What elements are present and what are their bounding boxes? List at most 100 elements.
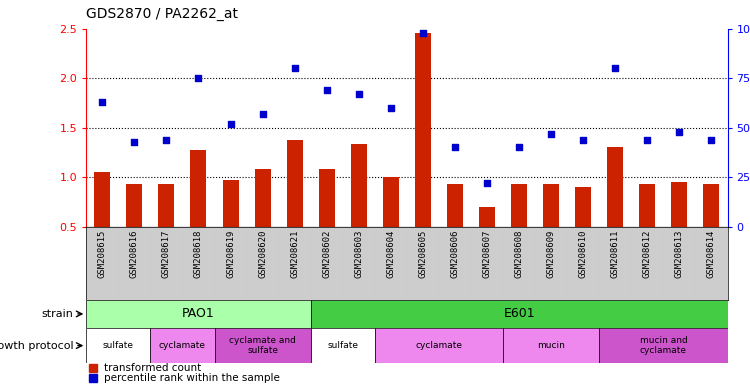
- Point: [224, 121, 236, 127]
- Point: [609, 65, 621, 71]
- Text: percentile rank within the sample: percentile rank within the sample: [104, 373, 280, 383]
- Bar: [639, 184, 656, 276]
- Text: mucin: mucin: [537, 341, 565, 350]
- Point: [128, 139, 140, 145]
- Text: mucin and
cyclamate: mucin and cyclamate: [640, 336, 687, 355]
- Text: strain: strain: [41, 309, 74, 319]
- Bar: [471, 227, 503, 300]
- Point: [578, 136, 590, 142]
- Text: GSM208608: GSM208608: [514, 230, 523, 278]
- Text: GDS2870 / PA2262_at: GDS2870 / PA2262_at: [86, 7, 238, 21]
- Bar: [608, 147, 623, 276]
- Bar: [511, 184, 527, 276]
- Point: [545, 131, 557, 137]
- Bar: [150, 328, 214, 363]
- Point: [352, 91, 364, 97]
- Text: GSM208609: GSM208609: [547, 230, 556, 278]
- Text: GSM208611: GSM208611: [610, 230, 620, 278]
- Bar: [704, 184, 719, 276]
- Bar: [632, 227, 663, 300]
- Point: [481, 180, 493, 186]
- Text: GSM208612: GSM208612: [643, 230, 652, 278]
- Bar: [663, 227, 695, 300]
- Text: GSM208605: GSM208605: [419, 230, 428, 278]
- Point: [321, 87, 333, 93]
- Text: transformed count: transformed count: [104, 363, 202, 373]
- Bar: [89, 364, 98, 372]
- Text: GSM208604: GSM208604: [386, 230, 395, 278]
- Text: PAO1: PAO1: [182, 308, 214, 320]
- Bar: [247, 227, 279, 300]
- Bar: [479, 207, 495, 276]
- Point: [256, 111, 268, 117]
- Bar: [190, 151, 206, 276]
- Bar: [671, 182, 688, 276]
- Text: GSM208618: GSM208618: [194, 230, 203, 278]
- Bar: [567, 227, 599, 300]
- Text: GSM208619: GSM208619: [226, 230, 235, 278]
- Point: [193, 75, 205, 81]
- Point: [513, 144, 525, 151]
- Bar: [118, 227, 150, 300]
- Text: growth protocol: growth protocol: [0, 341, 74, 351]
- Bar: [599, 227, 632, 300]
- Text: GSM208607: GSM208607: [482, 230, 491, 278]
- Bar: [415, 33, 431, 276]
- Text: GSM208621: GSM208621: [290, 230, 299, 278]
- Bar: [158, 184, 175, 276]
- Bar: [126, 184, 142, 276]
- Bar: [89, 374, 98, 382]
- Bar: [214, 328, 310, 363]
- Text: GSM208616: GSM208616: [130, 230, 139, 278]
- Bar: [343, 227, 375, 300]
- Point: [706, 136, 718, 142]
- Text: GSM208620: GSM208620: [258, 230, 267, 278]
- Bar: [575, 187, 591, 276]
- Bar: [310, 328, 375, 363]
- Bar: [310, 300, 728, 328]
- Bar: [182, 227, 214, 300]
- Bar: [279, 227, 310, 300]
- Bar: [214, 227, 247, 300]
- Bar: [319, 169, 334, 276]
- Bar: [223, 180, 238, 276]
- Bar: [254, 169, 271, 276]
- Text: GSM208610: GSM208610: [579, 230, 588, 278]
- Text: sulfate: sulfate: [327, 341, 358, 350]
- Bar: [406, 227, 439, 300]
- Text: GSM208603: GSM208603: [354, 230, 363, 278]
- Bar: [695, 227, 728, 300]
- Point: [385, 105, 397, 111]
- Text: cyclamate and
sulfate: cyclamate and sulfate: [230, 336, 296, 355]
- Point: [96, 99, 108, 105]
- Text: E601: E601: [503, 308, 535, 320]
- Point: [449, 144, 461, 151]
- Point: [674, 129, 686, 135]
- Bar: [543, 184, 560, 276]
- Bar: [150, 227, 182, 300]
- Text: GSM208615: GSM208615: [98, 230, 106, 278]
- Text: cyclamate: cyclamate: [159, 341, 206, 350]
- Bar: [86, 227, 118, 300]
- Bar: [447, 184, 463, 276]
- Bar: [375, 328, 503, 363]
- Text: GSM208606: GSM208606: [451, 230, 460, 278]
- Point: [289, 65, 301, 71]
- Bar: [439, 227, 471, 300]
- Text: GSM208617: GSM208617: [162, 230, 171, 278]
- Bar: [382, 177, 399, 276]
- Bar: [310, 227, 343, 300]
- Bar: [536, 227, 567, 300]
- Bar: [375, 227, 406, 300]
- Text: GSM208602: GSM208602: [322, 230, 332, 278]
- Text: GSM208614: GSM208614: [707, 230, 716, 278]
- Bar: [86, 328, 150, 363]
- Text: cyclamate: cyclamate: [416, 341, 463, 350]
- Point: [641, 136, 653, 142]
- Bar: [94, 172, 110, 276]
- Text: sulfate: sulfate: [103, 341, 134, 350]
- Point: [417, 30, 429, 36]
- Bar: [503, 227, 536, 300]
- Text: GSM208613: GSM208613: [675, 230, 684, 278]
- Bar: [351, 144, 367, 276]
